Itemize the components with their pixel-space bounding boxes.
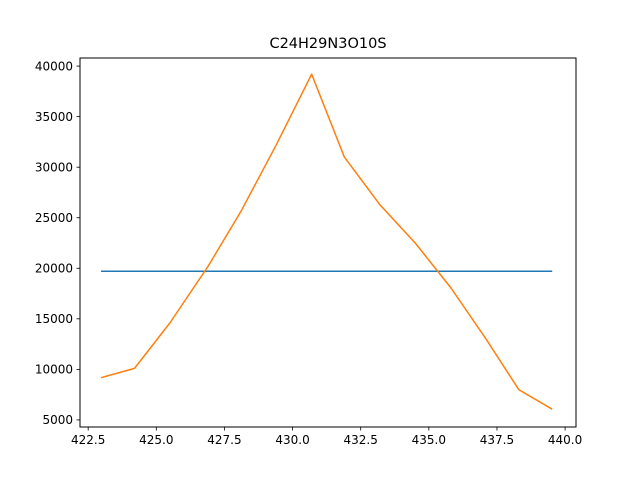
x-tick-label: 430.0 xyxy=(275,433,309,447)
y-tick-label: 5000 xyxy=(42,413,73,427)
y-tick-label: 35000 xyxy=(35,110,73,124)
y-axis: 5000 10000 15000 20000 25000 30000 35000 40000 xyxy=(35,59,80,427)
y-tick-label: 20000 xyxy=(35,262,73,276)
y-tick-label: 10000 xyxy=(35,363,73,377)
y-tick-label: 30000 xyxy=(35,160,73,174)
y-tick-label: 40000 xyxy=(35,59,73,73)
plot-frame xyxy=(79,57,577,428)
y-tick-label: 15000 xyxy=(35,312,73,326)
series-layer xyxy=(100,73,553,410)
x-tick-label: 425.0 xyxy=(139,433,173,447)
y-tick-label: 25000 xyxy=(35,211,73,225)
x-tick-label: 435.0 xyxy=(412,433,446,447)
x-tick-label: 432.5 xyxy=(344,433,378,447)
x-tick-label: 440.0 xyxy=(548,433,582,447)
x-tick-label: 422.5 xyxy=(71,433,105,447)
x-tick-label: 427.5 xyxy=(207,433,241,447)
chart-title: C24H29N3O10S xyxy=(269,36,386,52)
series-line-2 xyxy=(100,73,553,410)
x-tick-label: 437.5 xyxy=(480,433,514,447)
x-axis: 422.5 425.0 427.5 430.0 432.5 435.0 437.5 440.0 xyxy=(71,427,582,447)
